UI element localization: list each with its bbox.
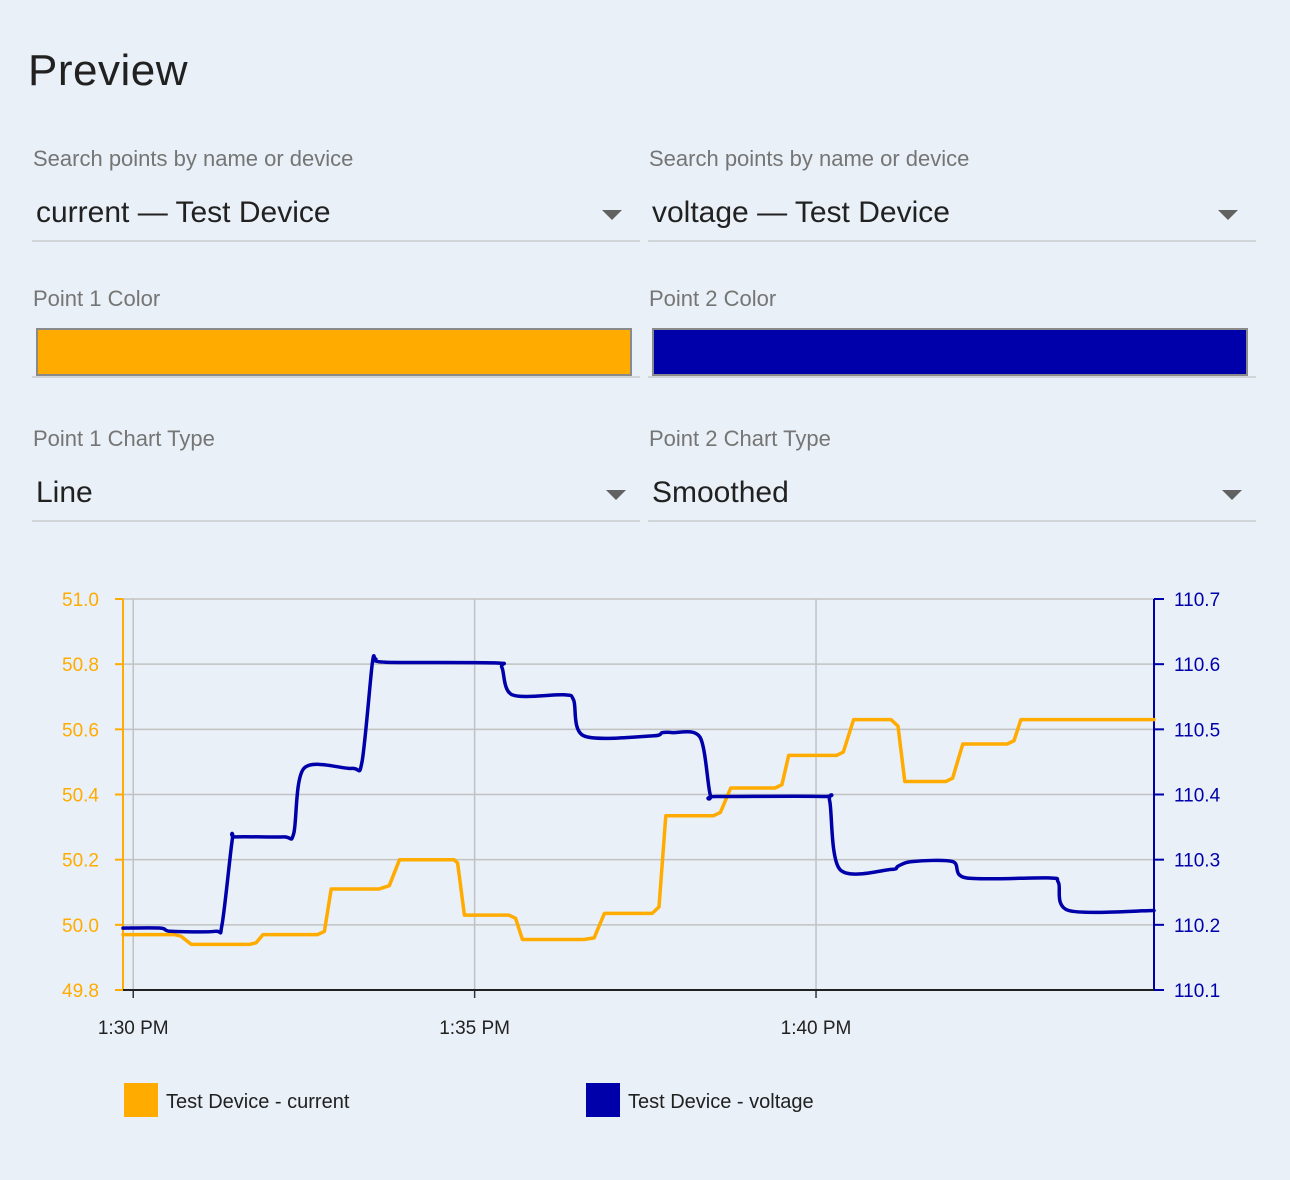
x-tick-label: 1:40 PM (781, 1018, 852, 1039)
y-right-tick-label: 110.2 (1174, 916, 1220, 937)
y-left-tick-label: 50.6 (62, 720, 99, 741)
point1-color-field: Point 1 Color (32, 286, 640, 384)
point2-chart-type-value[interactable]: Smoothed (652, 476, 789, 509)
point1-color-picker[interactable] (36, 328, 632, 376)
legend-swatch-current (124, 1083, 158, 1117)
point2-color-field: Point 2 Color (648, 286, 1256, 384)
chevron-down-icon[interactable] (1218, 210, 1238, 220)
chevron-down-icon[interactable] (606, 490, 626, 500)
y-right-tick-label: 110.6 (1174, 655, 1220, 676)
series-line-current (121, 717, 1156, 947)
point1-search-select[interactable]: Search points by name or device current … (32, 146, 640, 244)
legend-label-voltage: Test Device - voltage (628, 1091, 814, 1113)
page-title: Preview (28, 46, 188, 95)
y-right-tick-label: 110.7 (1174, 590, 1220, 611)
point2-selected-value[interactable]: voltage — Test Device (652, 196, 950, 229)
y-right-tick-label: 110.1 (1174, 981, 1220, 1002)
point2-chart-type-label: Point 2 Chart Type (649, 426, 831, 451)
point1-chart-type-value[interactable]: Line (36, 476, 93, 509)
legend-label-current: Test Device - current (166, 1091, 350, 1113)
point2-color-picker[interactable] (652, 328, 1248, 376)
point1-chart-type-underline (32, 520, 640, 522)
point2-search-select[interactable]: Search points by name or device voltage … (648, 146, 1256, 244)
chevron-down-icon[interactable] (602, 210, 622, 220)
point1-chart-type-label: Point 1 Chart Type (33, 426, 215, 451)
point1-search-underline (32, 240, 640, 242)
y-left-tick-label: 50.4 (62, 786, 99, 807)
point2-search-label: Search points by name or device (649, 146, 970, 171)
point2-search-underline (648, 240, 1256, 242)
legend-swatch-voltage (586, 1083, 620, 1117)
y-right-tick-label: 110.3 (1174, 851, 1220, 872)
y-left-tick-label: 49.8 (62, 981, 99, 1002)
point2-color-label: Point 2 Color (649, 286, 777, 311)
point2-color-underline (648, 376, 1256, 378)
y-left-tick-label: 50.0 (62, 916, 99, 937)
point2-chart-type-underline (648, 520, 1256, 522)
y-right-tick-label: 110.5 (1174, 720, 1220, 741)
y-left-tick-label: 50.2 (62, 851, 99, 872)
series-line-voltage (121, 654, 1156, 935)
point1-color-underline (32, 376, 640, 378)
x-tick-label: 1:35 PM (439, 1018, 510, 1039)
point1-selected-value[interactable]: current — Test Device (36, 196, 331, 229)
y-left-tick-label: 50.8 (62, 655, 99, 676)
point1-search-label: Search points by name or device (33, 146, 354, 171)
chevron-down-icon[interactable] (1222, 490, 1242, 500)
y-left-tick-label: 51.0 (62, 590, 99, 611)
dual-axis-line-chart: 1:30 PM 1:35 PM 1:40 PM 51.0 50.8 50.6 50.4 50.… (62, 590, 1221, 1039)
point1-chart-type-select[interactable]: Point 1 Chart Type Line (32, 426, 640, 524)
y-right-tick-label: 110.4 (1174, 786, 1221, 807)
point2-chart-type-select[interactable]: Point 2 Chart Type Smoothed (648, 426, 1256, 524)
x-tick-label: 1:30 PM (98, 1018, 169, 1039)
point1-color-label: Point 1 Color (33, 286, 161, 311)
